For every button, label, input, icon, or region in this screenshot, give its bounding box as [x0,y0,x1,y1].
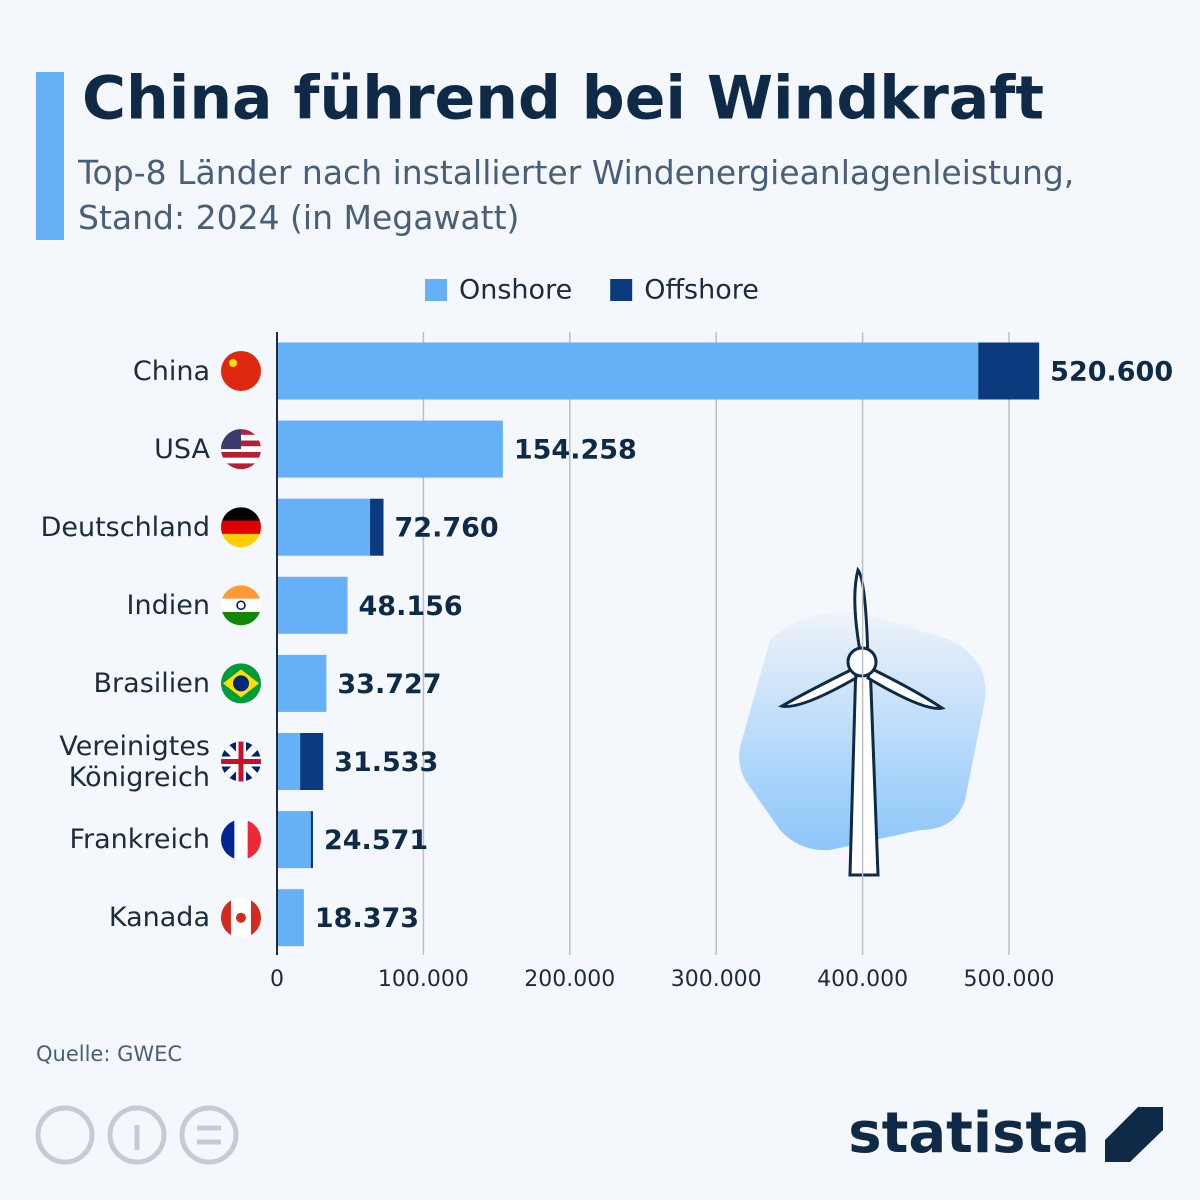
value-label: 31.533 [334,747,438,778]
flag [221,429,261,470]
bar-segment [277,576,348,634]
x-tick-label: 500.000 [964,967,1055,992]
flag-part [234,819,249,860]
y-tick-label: Frankreich [69,824,210,856]
flag-part [229,359,237,367]
flag-part [221,585,261,600]
y-tick-label: Indien [126,589,210,621]
subtitle-box: Top-8 Länder nach installierter Windener… [78,153,1075,237]
legend-swatch [610,279,633,301]
flag [221,507,261,548]
y-tick-label: Vereinigtes Königreich [59,730,210,793]
legend-swatch [425,279,447,301]
bar-segment [300,733,324,790]
legend-label: Offshore [644,275,759,306]
bar-segment [277,811,311,869]
flag-part [251,897,261,938]
brand-logo [1105,1107,1163,1162]
flag [221,351,261,391]
y-tick-label: China [132,355,210,387]
source: Quelle: GWEC [36,1042,182,1066]
x-tick-label: 0 [270,967,284,992]
value-label: 33.727 [337,669,441,700]
flag [221,897,261,938]
flag-part [221,463,261,470]
flag-part [221,457,261,464]
flag-part [221,446,261,453]
flag-part [221,741,261,782]
flag [221,663,261,704]
flags [221,351,261,938]
bar-segment [978,342,1040,400]
flag [221,819,261,860]
bar-segment [277,889,304,947]
x-tick-label: 400.000 [817,967,908,992]
flag-part [221,533,261,548]
y-tick-label: USA [154,433,210,465]
bar-segment [310,811,313,869]
flag-part [236,600,246,611]
value-label: 520.600 [1050,357,1173,388]
chart-subtitle: Top-8 Länder nach installierter Windener… [78,153,1075,237]
flag-part [221,451,261,459]
x-tick-label: 200.000 [524,967,615,992]
flag-part [247,819,261,860]
bar-segment [277,654,327,712]
flag-part [221,429,241,450]
bar-segment [277,420,503,478]
flag-part [221,507,261,522]
flag-part [236,912,246,923]
bar-segment [277,733,301,790]
flag [221,741,261,782]
y-tick-label: Brasilien [93,667,210,699]
bar-segment [277,498,371,556]
license-icons [35,1105,239,1165]
bar-segment [277,342,979,400]
value-label: 154.258 [514,435,637,466]
x-tick-label: 100.000 [378,967,469,992]
accent-bar [36,72,64,240]
y-tick-label: Deutschland [40,511,210,543]
bar-segment [370,498,384,556]
flag-part [221,897,231,938]
flag-part [233,675,249,692]
flag-part [221,520,261,535]
chart-title: China führend bei Windkraft [82,64,1044,134]
flag [221,585,261,626]
flag-part [221,611,261,626]
flag-part [221,351,261,391]
value-label: 24.571 [324,825,428,856]
x-tick-label: 300.000 [671,967,762,992]
value-label: 48.156 [359,591,463,622]
legend-label: Onshore [459,275,572,306]
y-tick-label: Kanada [108,902,210,934]
brand: statista [848,1101,1090,1166]
flag-part [221,819,235,860]
value-label: 18.373 [315,903,419,934]
value-label: 72.760 [395,513,499,544]
flag-part [221,598,261,613]
